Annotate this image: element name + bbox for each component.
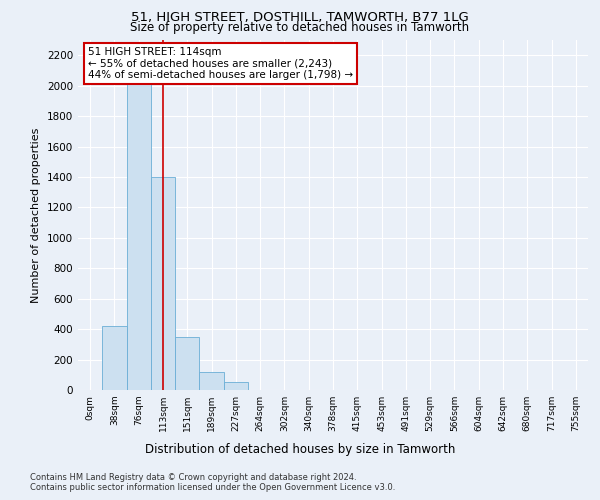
Bar <box>127 78 151 390</box>
Bar <box>199 372 224 390</box>
Bar <box>151 177 175 390</box>
Text: Contains HM Land Registry data © Crown copyright and database right 2024.: Contains HM Land Registry data © Crown c… <box>30 472 356 482</box>
Y-axis label: Number of detached properties: Number of detached properties <box>31 128 41 302</box>
Bar <box>224 382 248 390</box>
Text: Contains public sector information licensed under the Open Government Licence v3: Contains public sector information licen… <box>30 484 395 492</box>
Text: 51 HIGH STREET: 114sqm
← 55% of detached houses are smaller (2,243)
44% of semi-: 51 HIGH STREET: 114sqm ← 55% of detached… <box>88 47 353 80</box>
Text: 51, HIGH STREET, DOSTHILL, TAMWORTH, B77 1LG: 51, HIGH STREET, DOSTHILL, TAMWORTH, B77… <box>131 11 469 24</box>
Bar <box>175 336 199 390</box>
Bar <box>102 326 127 390</box>
Text: Distribution of detached houses by size in Tamworth: Distribution of detached houses by size … <box>145 442 455 456</box>
Text: Size of property relative to detached houses in Tamworth: Size of property relative to detached ho… <box>130 21 470 34</box>
